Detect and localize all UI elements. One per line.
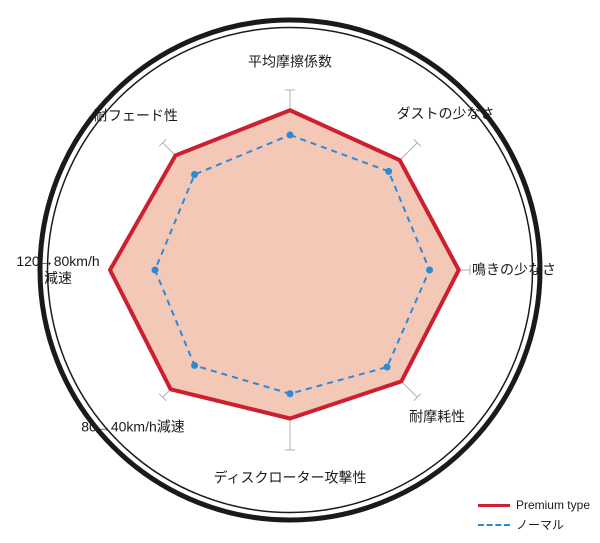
axis-label: 平均摩擦係数	[248, 54, 332, 71]
radar-chart-container: 平均摩擦係数ダストの少なさ鳴きの少なさ耐摩耗性ディスクローター攻撃性 80→40k…	[0, 0, 600, 543]
legend-swatch	[478, 504, 510, 507]
axis-label: ディスクローター攻撃性	[213, 470, 366, 487]
series-marker	[426, 267, 433, 274]
axis-label: ダストの少なさ	[397, 106, 495, 123]
series-marker	[191, 362, 198, 369]
legend-label: ノーマル	[516, 516, 564, 533]
axis-label: 耐摩耗性	[409, 409, 465, 426]
legend-label: Premium type	[516, 498, 590, 512]
axis-label: 鳴きの少なさ	[472, 262, 556, 279]
legend-item: Premium type	[478, 498, 590, 512]
series-marker	[287, 132, 294, 139]
legend-item: ノーマル	[478, 516, 590, 533]
series-marker	[152, 267, 159, 274]
series-marker	[384, 364, 391, 371]
axis-label: 120→80km/h減速	[16, 253, 99, 287]
series-marker	[191, 171, 198, 178]
series-marker	[287, 390, 294, 397]
legend: Premium type ノーマル	[478, 494, 590, 533]
legend-swatch	[478, 524, 510, 526]
axis-label: 耐フェード性	[94, 107, 178, 124]
series-marker	[385, 168, 392, 175]
axis-label: 80→40km/h減速	[81, 419, 184, 436]
